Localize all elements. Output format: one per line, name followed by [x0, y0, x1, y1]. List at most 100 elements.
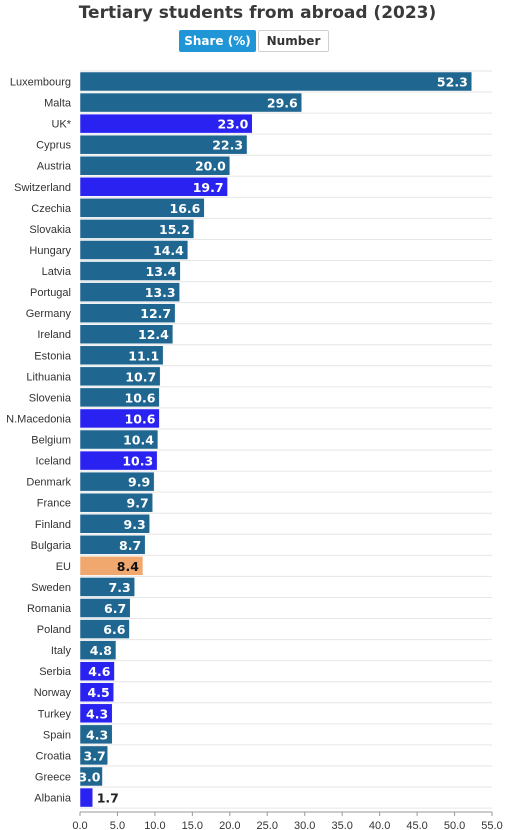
category-label: EU: [56, 561, 71, 573]
bar: [79, 177, 228, 197]
x-tick-label: 15.0: [182, 820, 203, 830]
x-tick-label: 45.0: [406, 820, 427, 830]
bar: [79, 71, 473, 92]
x-tick-label: 0.0: [72, 820, 87, 830]
category-label: Poland: [37, 624, 71, 636]
category-label: Norway: [34, 687, 72, 699]
category-label: Cyprus: [36, 140, 71, 152]
bar: [79, 282, 180, 302]
data-label: 6.7: [104, 601, 126, 616]
x-tick-label: 5.0: [110, 820, 125, 830]
data-label: 13.3: [145, 285, 176, 300]
bar: [79, 92, 302, 113]
data-label: 11.1: [128, 348, 159, 363]
category-label: Iceland: [36, 456, 71, 468]
bar: [79, 113, 253, 134]
category-label: Slovenia: [29, 392, 72, 404]
bar: [79, 387, 160, 408]
category-label: Denmark: [26, 477, 71, 489]
category-label: Finland: [35, 519, 71, 531]
bar: [79, 261, 181, 281]
x-tick-label: 35.0: [331, 820, 352, 830]
data-label: 9.9: [128, 475, 150, 490]
bar: [79, 240, 189, 260]
data-label: 3.7: [84, 748, 106, 763]
bar: [79, 514, 150, 534]
data-label: 20.0: [195, 159, 226, 174]
category-label: Ireland: [37, 329, 71, 341]
category-label: Czechia: [31, 203, 72, 215]
data-label: 8.7: [119, 538, 141, 553]
bar: [79, 219, 195, 239]
category-label: Lithuania: [26, 371, 72, 383]
category-label: Spain: [43, 729, 71, 741]
category-label: Greece: [35, 771, 71, 783]
number-toggle-button[interactable]: Number: [258, 30, 329, 52]
data-label: 4.3: [86, 727, 108, 742]
data-label: 19.7: [193, 180, 224, 195]
bar: [79, 787, 93, 808]
data-label: 10.3: [122, 454, 153, 469]
category-label: Serbia: [39, 666, 72, 678]
x-tick-label: 55.0: [481, 820, 502, 830]
data-label: 14.4: [153, 243, 184, 258]
bar: [79, 366, 161, 387]
category-label: Croatia: [36, 750, 72, 762]
category-label: Portugal: [30, 287, 71, 299]
bar: [79, 429, 159, 450]
category-label: UK*: [51, 119, 71, 131]
data-label: 15.2: [159, 222, 190, 237]
bar: [79, 598, 131, 618]
chart-title: Tertiary students from abroad (2023): [78, 3, 437, 23]
x-tick-label: 30.0: [294, 820, 315, 830]
data-label: 22.3: [212, 138, 243, 153]
category-label: Estonia: [34, 350, 72, 362]
bar: [79, 724, 113, 745]
bar: [79, 745, 108, 766]
data-label: 12.4: [138, 327, 169, 342]
data-label: 10.6: [125, 390, 156, 405]
data-label: 9.7: [127, 496, 149, 511]
x-tick-label: 50.0: [444, 820, 465, 830]
x-tick-label: 20.0: [219, 820, 240, 830]
bar: [79, 661, 115, 681]
data-label: 29.6: [267, 96, 298, 111]
data-label: 4.3: [86, 706, 108, 721]
category-label: N.Macedonia: [6, 413, 72, 425]
x-tick-label: 25.0: [257, 820, 278, 830]
bar: [79, 535, 146, 555]
category-label: France: [37, 498, 71, 510]
bar: [79, 703, 113, 724]
share-toggle-button[interactable]: Share (%): [179, 30, 256, 52]
category-label: Italy: [51, 645, 72, 657]
data-label: 52.3: [437, 75, 468, 90]
category-label: Slovakia: [29, 224, 71, 236]
data-label: 7.3: [109, 580, 131, 595]
x-tick-label: 10.0: [144, 820, 165, 830]
category-label: Luxembourg: [10, 77, 71, 89]
bar: [79, 640, 117, 660]
category-label: Albania: [34, 793, 72, 805]
data-label: 10.4: [123, 433, 154, 448]
bar: [79, 556, 144, 576]
data-label: 23.0: [217, 117, 248, 132]
bar: [79, 155, 231, 176]
bar: [79, 134, 248, 155]
data-label: 10.7: [125, 369, 156, 384]
data-label: 13.4: [146, 264, 177, 279]
data-label: 4.6: [88, 664, 110, 679]
category-label: Switzerland: [14, 182, 71, 194]
data-label: 1.7: [97, 791, 119, 806]
category-label: Turkey: [38, 708, 72, 720]
category-label: Bulgaria: [31, 540, 72, 552]
bar: [79, 471, 155, 492]
x-tick-label: 40.0: [369, 820, 390, 830]
bar: [79, 324, 174, 344]
bar: [79, 577, 135, 597]
bar: [79, 198, 205, 218]
bar: [79, 345, 164, 366]
bar: [79, 492, 153, 513]
category-label: Austria: [37, 161, 72, 173]
category-label: Romania: [27, 603, 72, 615]
